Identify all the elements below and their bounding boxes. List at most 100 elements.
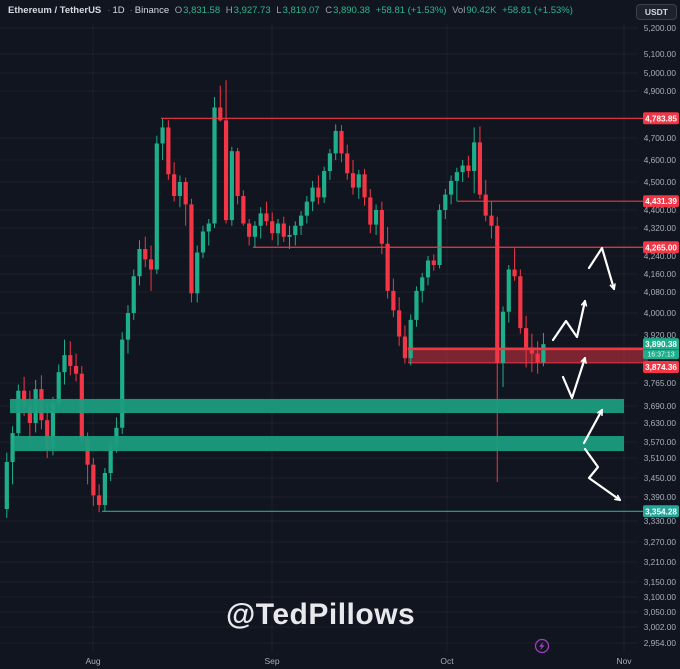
candle: [189, 204, 194, 294]
price-tick: 3,450.00: [644, 473, 677, 483]
high-label: H: [225, 5, 233, 16]
candle: [379, 210, 384, 244]
month-tick: Nov: [616, 656, 632, 666]
candle: [73, 365, 79, 374]
candle: [506, 269, 511, 312]
candle: [131, 276, 136, 313]
candle: [270, 221, 275, 234]
candle: [483, 194, 488, 216]
price-scale[interactable]: 5,200.00 5,100.00 5,000.00 4,900.00 4,700.00…: [638, 0, 680, 669]
price-tick: 3,210.00: [644, 557, 677, 567]
price-tick: 3,690.00: [644, 401, 677, 411]
candle: [350, 173, 356, 188]
candle: [120, 339, 125, 428]
svg-text:3,874.36: 3,874.36: [645, 363, 677, 372]
candle: [10, 433, 15, 462]
candle: [454, 172, 459, 181]
price-tick: 4,000.00: [644, 308, 677, 318]
candle: [472, 142, 477, 171]
candle: [275, 223, 281, 234]
price-tick: 4,900.00: [644, 86, 677, 96]
projection-down-from-4265: [587, 246, 614, 291]
price-levels[interactable]: [102, 117, 648, 512]
exchange-label[interactable]: Binance: [134, 5, 170, 16]
candle: [431, 260, 436, 265]
candle: [154, 143, 159, 270]
candle: [420, 277, 425, 291]
candle: [466, 165, 471, 171]
svg-text:3,890.38: 3,890.38: [645, 340, 677, 349]
price-tick: 4,700.00: [644, 133, 677, 143]
candle: [460, 165, 465, 173]
time-scale[interactable]: Aug Sep Oct Nov: [0, 652, 638, 669]
candle: [166, 127, 171, 175]
candle: [448, 180, 454, 195]
boost-lightning-icon[interactable]: [534, 638, 550, 654]
price-tick: 3,510.00: [644, 453, 677, 463]
price-line-label: 4,783.85: [643, 112, 679, 125]
price-line-label: 4,431.39: [643, 195, 679, 208]
candle: [91, 464, 96, 496]
candle: [172, 174, 177, 196]
resistance-zone[interactable]: [408, 347, 648, 364]
svg-text:3,354.28: 3,354.28: [645, 507, 677, 516]
volume-label: Vol: [452, 5, 466, 16]
candle: [56, 372, 61, 403]
candle: [356, 174, 361, 188]
candle: [333, 130, 338, 154]
price-tick: 5,100.00: [644, 49, 677, 59]
candle: [62, 355, 67, 373]
price-tick: 3,050.00: [644, 607, 677, 617]
candle: [298, 215, 304, 226]
currency-toggle-button[interactable]: USDT: [635, 4, 677, 20]
watermark-handle: @TedPillows: [226, 598, 416, 631]
price-tick: 4,400.00: [644, 205, 677, 215]
volume-value: 90.42K: [466, 5, 497, 16]
candle: [322, 171, 327, 198]
symbol-name[interactable]: Ethereum / TetherUS: [8, 5, 102, 16]
candle: [373, 210, 379, 225]
candle: [385, 243, 390, 291]
price-tick: 3,390.00: [644, 492, 677, 502]
price-tick: 4,160.00: [644, 269, 677, 279]
candle: [183, 182, 188, 205]
candle: [500, 311, 506, 363]
candle: [195, 252, 200, 294]
candle: [4, 462, 9, 509]
candle: [414, 290, 419, 320]
price-tick: 5,200.00: [644, 23, 677, 33]
candle: [252, 225, 258, 237]
interval-label[interactable]: 1D: [112, 5, 125, 16]
price-tick: 3,765.00: [644, 378, 677, 388]
candle: [137, 249, 142, 277]
candle: [541, 344, 546, 363]
support-bands[interactable]: [10, 398, 624, 452]
price-tick: 3,002.00: [644, 622, 677, 632]
open-label: O: [174, 5, 183, 16]
open-value: 3,831.58: [183, 5, 221, 16]
candle: [45, 420, 50, 449]
low-label: L: [276, 5, 282, 16]
candle: [489, 215, 494, 226]
current-price-label: 3,890.38 16:37:13: [643, 338, 679, 360]
month-tick: Aug: [85, 656, 100, 666]
month-tick: Sep: [264, 656, 279, 666]
close-value: 3,890.38: [333, 5, 371, 16]
price-tick: 2,954.00: [644, 638, 677, 648]
svg-text:4,265.00: 4,265.00: [645, 243, 677, 252]
candle: [524, 328, 529, 348]
candle: [310, 187, 315, 202]
candle: [281, 223, 286, 237]
candle: [102, 473, 107, 505]
candle: [200, 231, 206, 253]
candle: [247, 223, 252, 237]
candle: [477, 142, 483, 195]
price-tick: 4,320.00: [644, 223, 677, 233]
price-tick: 3,630.00: [644, 418, 677, 428]
candle: [177, 182, 182, 196]
candle: [495, 225, 500, 363]
svg-text:4,783.85: 4,783.85: [645, 114, 677, 123]
candle: [229, 151, 234, 221]
